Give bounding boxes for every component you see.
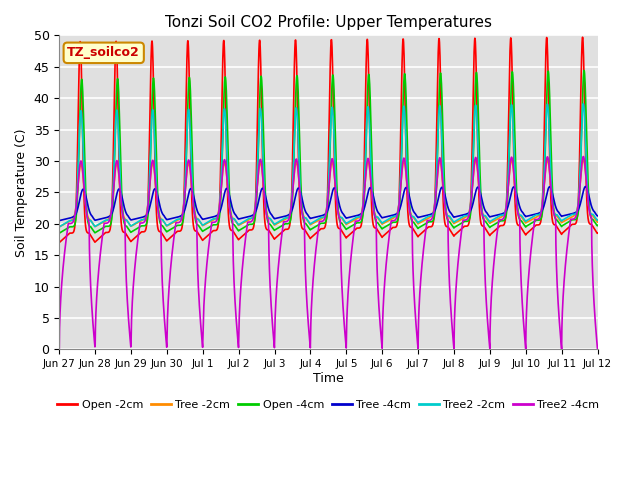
Tree -4cm (484, 213, 492, 218)
Tree2 -4cm (579, 154, 587, 159)
Tree2 -2cm (594, 217, 602, 223)
Open -4cm (580, 68, 588, 73)
Tree2 -4cm (205, 238, 213, 244)
Tree -4cm (56, 218, 63, 224)
Open -2cm (594, 230, 602, 236)
Tree2 -4cm (594, 347, 602, 352)
Open -4cm (546, 102, 554, 108)
Open -2cm (579, 35, 586, 40)
Tree -2cm (356, 214, 364, 220)
Tree2 -2cm (546, 147, 554, 153)
Tree2 -2cm (205, 218, 213, 224)
Tree2 -4cm (356, 217, 364, 223)
Open -4cm (594, 223, 602, 228)
Tree2 -4cm (561, 268, 569, 274)
Line: Tree -2cm: Tree -2cm (60, 160, 598, 227)
Tree2 -2cm (579, 101, 587, 107)
Line: Open -2cm: Open -2cm (60, 37, 598, 242)
Open -2cm (205, 231, 213, 237)
Open -2cm (344, 233, 351, 239)
Open -2cm (561, 228, 569, 234)
Tree -2cm (484, 219, 492, 225)
Tree -2cm (594, 219, 602, 225)
Text: TZ_soilco2: TZ_soilco2 (67, 47, 140, 60)
Tree2 -2cm (56, 224, 63, 230)
Line: Tree2 -2cm: Tree2 -2cm (60, 104, 598, 227)
Tree -2cm (344, 221, 351, 227)
Tree2 -4cm (484, 332, 492, 337)
Tree2 -2cm (356, 214, 364, 220)
Tree -4cm (582, 184, 589, 190)
Open -4cm (356, 220, 364, 226)
Tree -4cm (205, 215, 213, 221)
Open -4cm (484, 223, 492, 228)
Tree -2cm (561, 218, 569, 224)
Tree -4cm (594, 213, 602, 219)
Title: Tonzi Soil CO2 Profile: Upper Temperatures: Tonzi Soil CO2 Profile: Upper Temperatur… (165, 15, 492, 30)
Tree -4cm (546, 184, 554, 190)
Open -2cm (484, 231, 492, 237)
Open -4cm (56, 230, 63, 236)
Open -2cm (546, 165, 554, 170)
Tree -2cm (205, 219, 213, 225)
Tree2 -2cm (484, 217, 492, 223)
Y-axis label: Soil Temperature (C): Soil Temperature (C) (15, 128, 28, 257)
Legend: Open -2cm, Tree -2cm, Open -4cm, Tree -4cm, Tree2 -2cm, Tree2 -4cm: Open -2cm, Tree -2cm, Open -4cm, Tree -4… (53, 396, 604, 415)
Open -2cm (356, 225, 364, 231)
Tree -2cm (579, 157, 587, 163)
Tree2 -4cm (56, 347, 63, 352)
Open -4cm (561, 221, 569, 227)
Tree2 -2cm (344, 220, 351, 226)
Tree -2cm (546, 173, 554, 179)
Open -2cm (56, 240, 63, 245)
Tree -4cm (344, 215, 351, 221)
Tree2 -4cm (344, 296, 351, 302)
Tree -2cm (56, 224, 63, 230)
Tree -4cm (356, 212, 364, 217)
Tree2 -4cm (546, 172, 554, 178)
Line: Open -4cm: Open -4cm (60, 71, 598, 233)
Line: Tree2 -4cm: Tree2 -4cm (60, 156, 598, 349)
Open -4cm (205, 224, 213, 230)
X-axis label: Time: Time (313, 372, 344, 385)
Line: Tree -4cm: Tree -4cm (60, 187, 598, 221)
Tree -4cm (561, 213, 569, 218)
Open -4cm (344, 226, 351, 231)
Tree2 -2cm (561, 216, 569, 222)
